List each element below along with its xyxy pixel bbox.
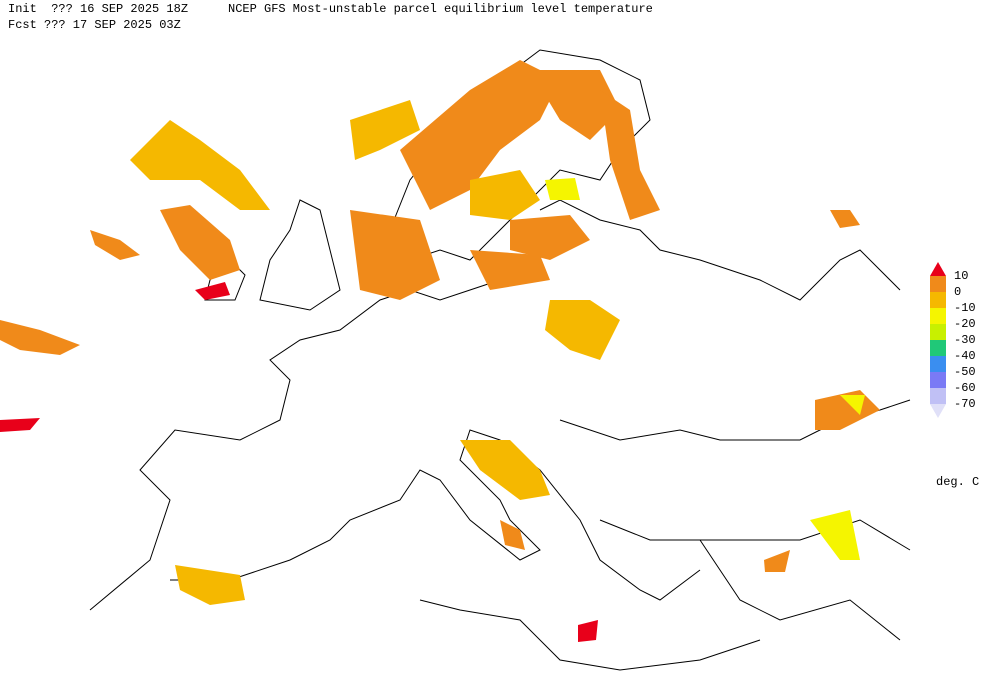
forecast-time: Fcst ??? 17 SEP 2025 03Z [8,18,181,32]
legend-swatch [930,404,946,418]
legend-label: -60 [954,381,976,395]
legend-swatch [930,356,946,372]
legend-label: -10 [954,301,976,315]
coastlines [89,49,911,671]
legend-label: 0 [954,285,961,299]
legend-swatch [930,308,946,324]
legend-label: -40 [954,349,976,363]
map-title: NCEP GFS Most-unstable parcel equilibriu… [228,2,653,16]
legend-swatch [930,340,946,356]
legend-swatch [930,324,946,340]
legend-label: -50 [954,365,976,379]
legend-label: 10 [954,269,968,283]
legend-swatch [930,388,946,404]
field-patches [0,60,880,642]
legend-label: -70 [954,397,976,411]
legend-unit: deg. C [936,475,979,489]
legend: 10 0 -10 -20 -30 -40 -50 -60 -70 deg. C [930,262,979,489]
legend-label: -30 [954,333,976,347]
legend-swatch [930,372,946,388]
init-time: Init ??? 16 SEP 2025 18Z [8,2,188,16]
legend-swatch [930,292,946,308]
legend-label: -20 [954,317,976,331]
legend-swatch [930,262,946,276]
legend-swatch [930,276,946,292]
